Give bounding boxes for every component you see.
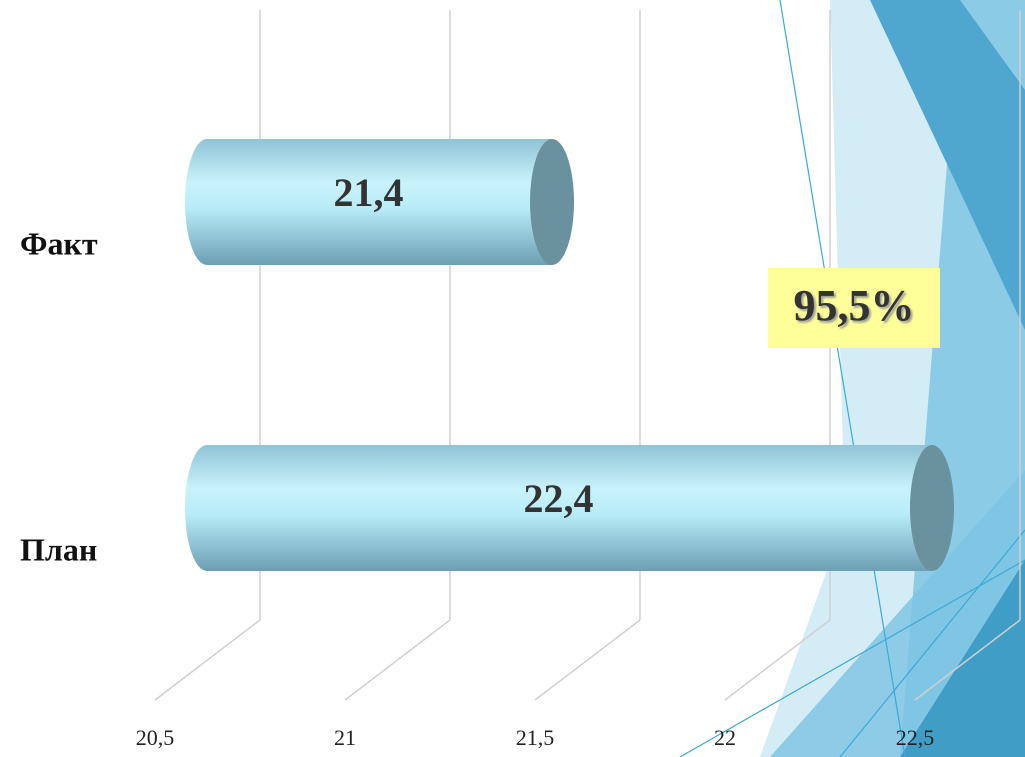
bar — [185, 139, 552, 265]
bar-cap — [530, 139, 574, 265]
grid-line-floor — [914, 619, 1021, 701]
x-tick-label: 22,5 — [896, 725, 935, 750]
value-label: 21,4 — [334, 170, 404, 215]
y-tick-label: План — [20, 531, 97, 567]
x-tick-label: 22 — [714, 725, 736, 750]
x-tick-label: 21,5 — [516, 725, 555, 750]
x-tick-label: 21 — [334, 725, 356, 750]
value-label: 22,4 — [524, 476, 594, 521]
bar-cap — [910, 445, 954, 571]
bar — [185, 445, 932, 571]
annotation-box — [768, 268, 940, 348]
bars: 21,4 Факт 22,4 План — [20, 139, 954, 571]
y-tick-label: Факт — [20, 225, 98, 261]
grid-line-floor — [534, 619, 641, 701]
background-decoration — [679, 0, 1025, 757]
grid-line-floor — [154, 619, 261, 701]
grid-line-floor — [724, 619, 831, 701]
x-tick-label: 20,5 — [136, 725, 175, 750]
annotation: 95,5% — [794, 281, 915, 330]
grid-line-floor — [344, 619, 451, 701]
